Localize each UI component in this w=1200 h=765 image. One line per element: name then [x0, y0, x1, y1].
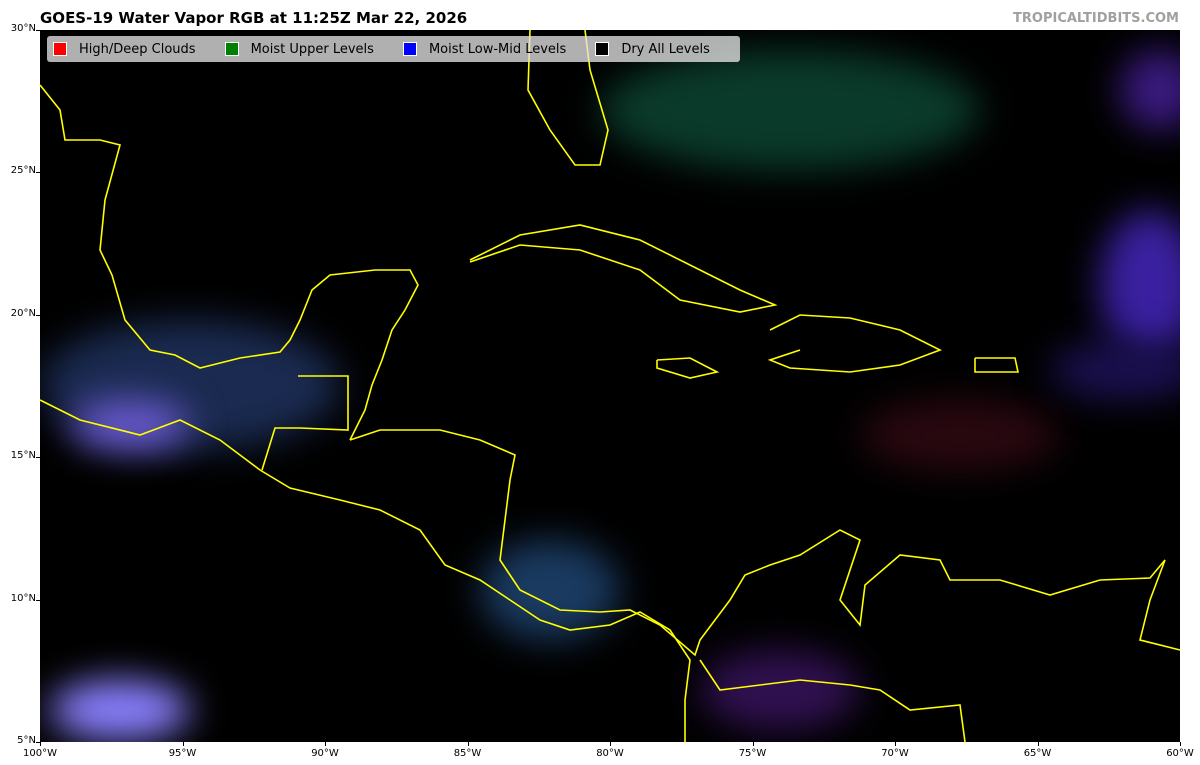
lon-tick-label: 80°W: [580, 742, 640, 759]
legend-item-high-clouds: High/Deep Clouds: [53, 42, 196, 57]
coastline-cuba: [469, 224, 778, 313]
legend-item-dry: Dry All Levels: [595, 42, 710, 57]
high-cloud-faint: [860, 400, 1060, 470]
legend-label: Moist Upper Levels: [250, 41, 374, 57]
lat-tick-label: 15°N: [0, 450, 40, 461]
clouds-northeast: [1120, 50, 1180, 130]
lat-tick-label: 30°N: [0, 23, 40, 34]
lon-tick-label: 70°W: [865, 742, 925, 759]
coastline-south-america-border: [699, 659, 966, 743]
legend-item-moist-upper: Moist Upper Levels: [224, 41, 374, 57]
coastline-caribbean-coast: [349, 429, 1181, 657]
lat-tick-label: 20°N: [0, 308, 40, 319]
moisture-antilles: [1050, 340, 1180, 400]
map-title: GOES-19 Water Vapor RGB at 11:25Z Mar 22…: [40, 9, 468, 27]
legend-label: Dry All Levels: [621, 41, 710, 57]
lon-tick-label: 85°W: [438, 742, 498, 759]
coastline-puerto-rico: [974, 357, 1019, 373]
lat-tick-label: 25°N: [0, 165, 40, 176]
clouds-southwest: [50, 680, 190, 740]
legend-swatch: [402, 42, 417, 56]
coastline-gulf-coast: [39, 84, 419, 441]
satellite-image: [40, 30, 1180, 742]
coastline-guatemala-border: [261, 375, 349, 471]
lon-tick-label: 100°W: [10, 742, 70, 759]
clouds-east: [1100, 210, 1180, 360]
lon-tick-label: 90°W: [295, 742, 355, 759]
legend-label: Moist Low-Mid Levels: [428, 41, 567, 57]
coastline-pacific-coast: [39, 399, 691, 742]
legend-swatch: [53, 42, 67, 56]
lon-tick-label: 60°W: [1150, 742, 1200, 759]
legend-swatch: [224, 42, 239, 56]
clouds-west: [70, 400, 190, 450]
lat-tick-label: 10°N: [0, 593, 40, 604]
lon-tick-label: 65°W: [1008, 742, 1068, 759]
lon-tick-label: 95°W: [153, 742, 213, 759]
coastline-jamaica: [656, 357, 720, 379]
legend: High/Deep Clouds Moist Upper Levels Mois…: [47, 36, 740, 62]
legend-label: High/Deep Clouds: [79, 41, 196, 57]
site-credit: TROPICALTIDBITS.COM: [1013, 11, 1179, 26]
coastline-hispaniola: [767, 314, 942, 373]
coastline-florida: [527, 29, 609, 166]
legend-swatch: [595, 42, 610, 56]
legend-item-moist-low-mid: Moist Low-Mid Levels: [402, 41, 567, 57]
lon-tick-label: 75°W: [723, 742, 783, 759]
moisture-upper: [600, 50, 980, 170]
lat-tick-label: 5°N: [0, 735, 40, 746]
moisture-south: [700, 650, 860, 730]
